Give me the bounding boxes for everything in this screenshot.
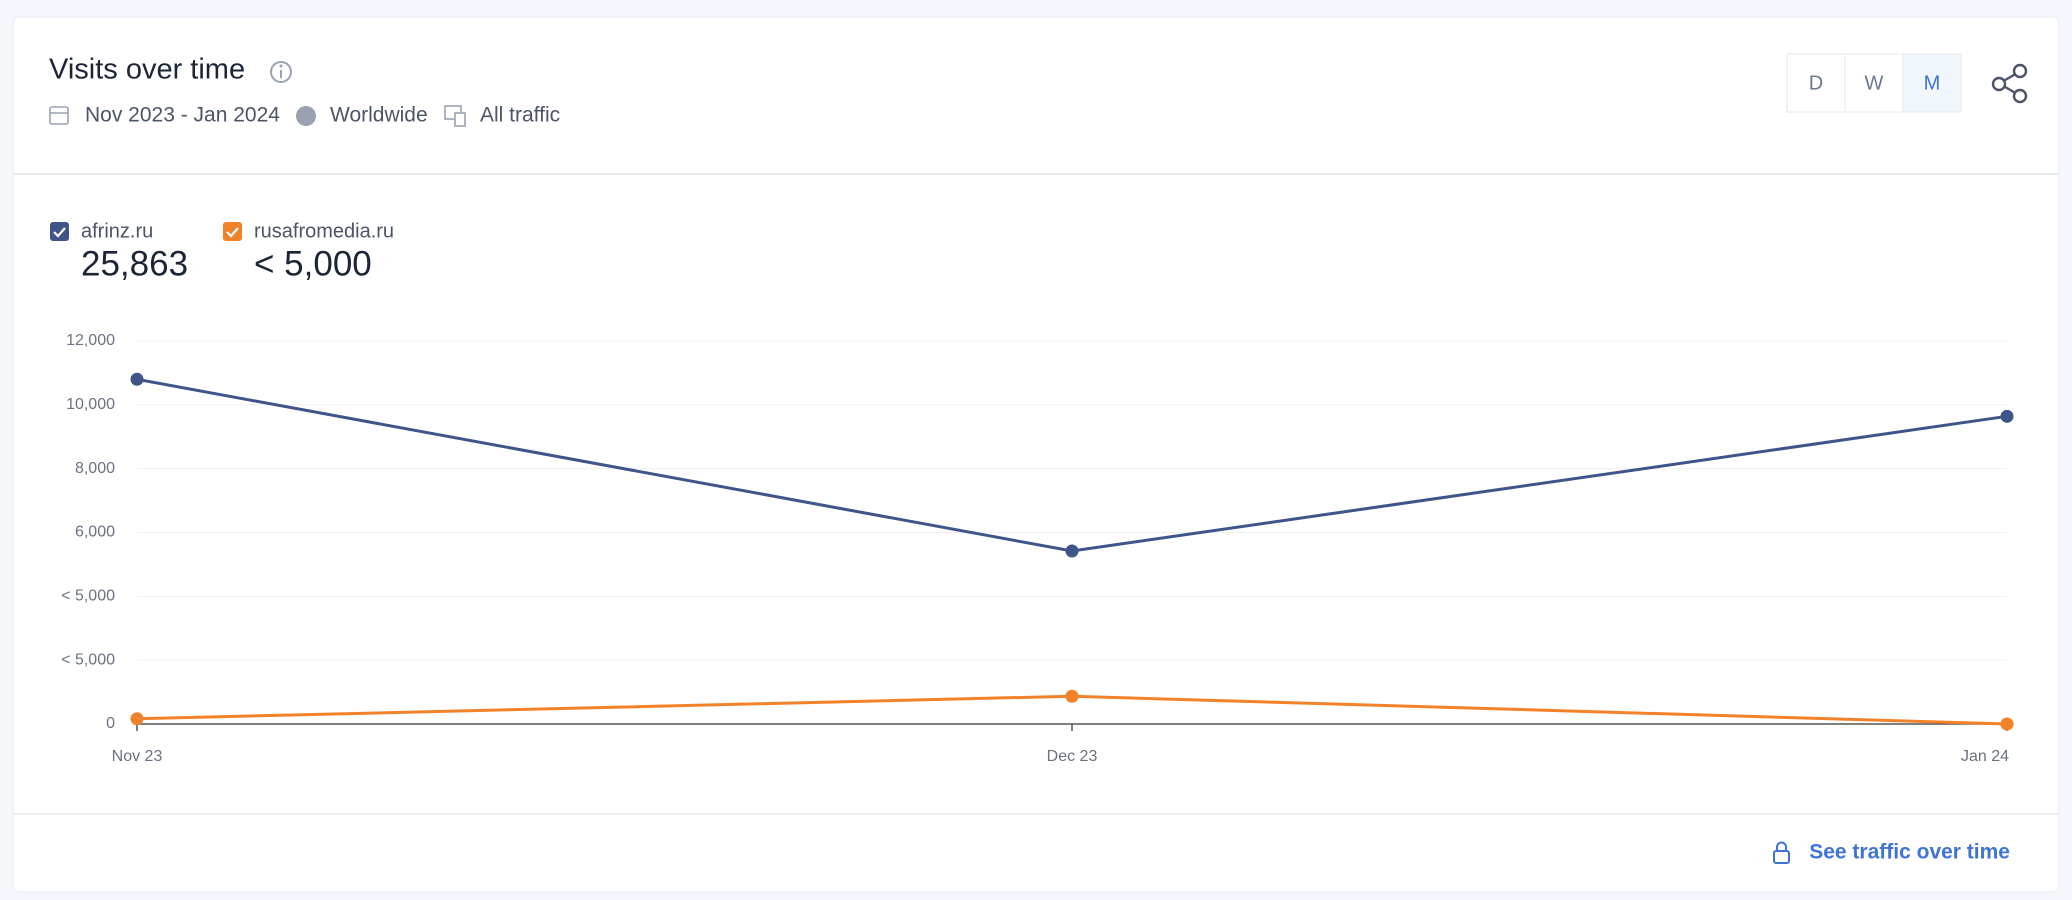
- title: Visits over time: [49, 54, 245, 86]
- legend-checkbox[interactable]: [223, 222, 242, 241]
- data-point[interactable]: [2000, 717, 2014, 731]
- granularity-button[interactable]: [1902, 53, 1962, 113]
- data-point[interactable]: [2000, 409, 2014, 423]
- share-icon[interactable]: [1991, 63, 2028, 104]
- traffic: All traffic: [480, 104, 560, 127]
- y-tick-label: 10,000: [66, 396, 115, 413]
- y-tick-label: 8,000: [75, 460, 115, 477]
- legend-label: rusafromedia.ru: [254, 220, 394, 242]
- date-range: Nov 2023 - Jan 2024: [85, 104, 280, 127]
- y-tick-label: 12,000: [66, 332, 115, 349]
- data-point[interactable]: [130, 712, 144, 726]
- y-tick-label: < 5,000: [61, 588, 115, 605]
- y-tick-label: < 5,000: [61, 651, 115, 668]
- x-tick-label: Dec 23: [1047, 748, 1098, 765]
- data-point[interactable]: [130, 372, 144, 386]
- region: Worldwide: [330, 104, 428, 127]
- checkmark: [226, 227, 239, 238]
- legend-label: afrinz.ru: [81, 220, 153, 242]
- y-tick-label: 6,000: [75, 524, 115, 541]
- lock-icon: [1773, 841, 1790, 864]
- granularity-label[interactable]: W: [1865, 72, 1884, 94]
- y-tick-label: 0: [106, 715, 115, 732]
- calendar-icon: [49, 106, 69, 125]
- device-icon: [444, 105, 466, 127]
- x-tick-label: Jan 24: [1961, 748, 2009, 765]
- x-tick-label: Nov 23: [112, 748, 163, 765]
- granularity-label[interactable]: D: [1809, 72, 1823, 94]
- data-point[interactable]: [1065, 689, 1079, 703]
- info-icon[interactable]: [270, 61, 292, 83]
- globe-icon: [296, 106, 316, 126]
- data-point[interactable]: [1065, 544, 1079, 558]
- granularity-button[interactable]: [1786, 53, 1846, 113]
- legend-checkbox[interactable]: [50, 222, 69, 241]
- legend-total: 25,863: [81, 244, 188, 283]
- see-traffic-link[interactable]: See traffic over time: [1773, 841, 2010, 864]
- link-text[interactable]: See traffic over time: [1809, 841, 2010, 864]
- checkmark: [53, 227, 66, 238]
- card: [12, 16, 2060, 893]
- granularity-label[interactable]: M: [1924, 72, 1941, 94]
- legend-total: < 5,000: [254, 244, 372, 283]
